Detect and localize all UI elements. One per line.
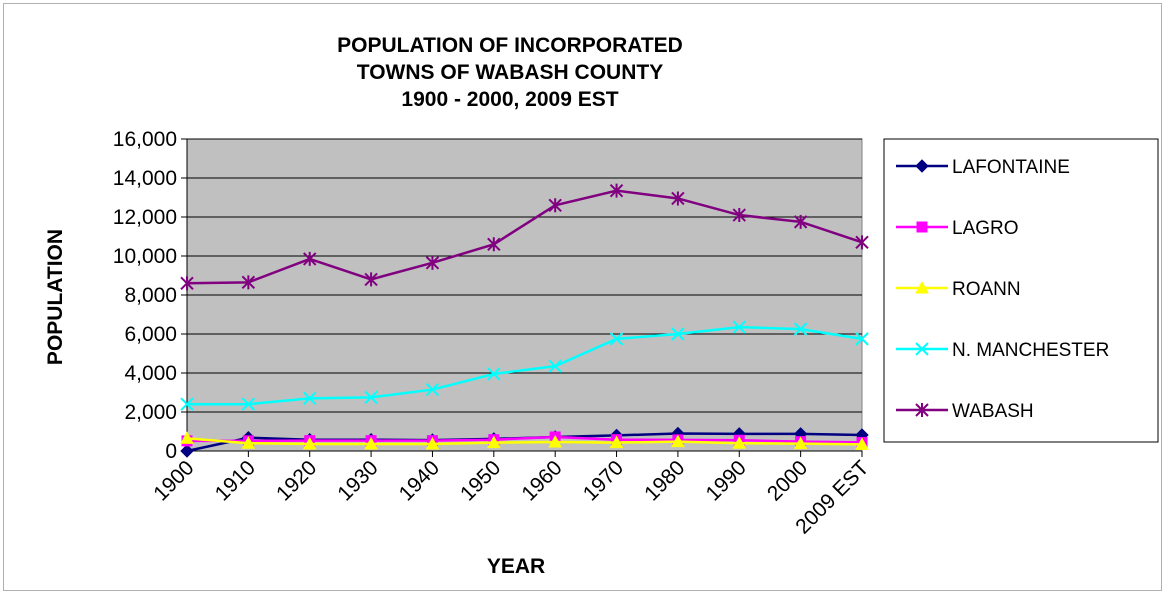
x-tick-label: 1970 bbox=[579, 456, 628, 505]
x-axis-title: YEAR bbox=[487, 555, 545, 578]
data-point bbox=[548, 359, 562, 373]
data-point bbox=[180, 431, 194, 444]
x-tick-label: 1910 bbox=[211, 456, 260, 505]
x-tick-label: 2000 bbox=[763, 456, 812, 505]
legend-marker bbox=[915, 403, 929, 417]
x-tick-label: 1980 bbox=[640, 456, 689, 505]
data-point bbox=[180, 276, 194, 291]
y-tick-label: 8,000 bbox=[124, 284, 177, 307]
data-point bbox=[793, 214, 808, 229]
y-tick-label: 0 bbox=[165, 440, 177, 463]
legend-item: WABASH bbox=[896, 401, 1034, 422]
data-point bbox=[303, 391, 317, 406]
series-roann bbox=[180, 431, 869, 450]
series-line bbox=[187, 325, 863, 406]
x-tick-label: 1920 bbox=[272, 456, 321, 505]
data-point bbox=[180, 444, 194, 458]
chart-title-line-2: TOWNS OF WABASH COUNTY bbox=[357, 61, 663, 84]
y-tick-label: 6,000 bbox=[124, 323, 177, 346]
y-tick-label: 12,000 bbox=[113, 206, 177, 229]
y-axis: 0 2,000 4,000 6,000 8,000 10,000 12,000 14,000 1… bbox=[113, 128, 188, 463]
data-point bbox=[425, 255, 440, 270]
chart-title-line-3: 1900 - 2000, 2009 EST bbox=[401, 88, 618, 111]
data-point bbox=[732, 436, 747, 449]
data-point bbox=[487, 367, 501, 381]
data-point bbox=[241, 275, 256, 290]
y-tick-label: 4,000 bbox=[124, 362, 177, 385]
x-axis: 1900 1910 1920 1930 1940 1950 1960 1970 1980 1990… bbox=[149, 450, 874, 539]
x-tick-label: 1930 bbox=[333, 456, 382, 505]
legend-item: ROANN bbox=[896, 279, 1021, 300]
series-line bbox=[187, 435, 863, 444]
data-point bbox=[671, 434, 685, 448]
data-point bbox=[548, 198, 562, 213]
data-point bbox=[364, 390, 378, 405]
y-tick-label: 2,000 bbox=[124, 401, 177, 424]
legend-label: ROANN bbox=[952, 279, 1021, 300]
data-point bbox=[486, 435, 501, 449]
gridlines bbox=[187, 138, 862, 413]
data-point bbox=[302, 436, 317, 450]
data-point bbox=[364, 272, 378, 287]
data-point bbox=[364, 436, 378, 450]
data-point bbox=[609, 183, 624, 198]
data-point bbox=[303, 251, 317, 266]
data-point bbox=[732, 208, 746, 223]
data-point bbox=[425, 382, 440, 397]
y-tick-label: 16,000 bbox=[113, 128, 177, 151]
x-tick-label: 1990 bbox=[702, 456, 751, 505]
series-line bbox=[186, 437, 863, 446]
x-tick-label: 1940 bbox=[395, 456, 444, 505]
data-point bbox=[855, 235, 869, 250]
x-tick-label: 1960 bbox=[517, 456, 566, 505]
legend-items: LAFONTAINE LAGRO ROANN N. MANCHESTER WABASH bbox=[896, 157, 1109, 422]
legend-marker bbox=[915, 159, 929, 173]
x-tick-label: 1950 bbox=[456, 456, 505, 505]
legend-marker bbox=[916, 221, 928, 233]
legend-label: N. MANCHESTER bbox=[952, 340, 1109, 361]
legend bbox=[883, 138, 1159, 443]
chart-title-line-1: POPULATION OF INCORPORATED bbox=[337, 34, 683, 57]
legend-marker bbox=[915, 280, 929, 294]
data-point bbox=[180, 397, 194, 411]
data-point bbox=[793, 436, 808, 450]
series-wabash bbox=[180, 183, 869, 291]
data-point bbox=[548, 434, 563, 448]
legend-label: LAFONTAINE bbox=[952, 157, 1070, 178]
series-n-manchester bbox=[180, 320, 869, 411]
y-tick-label: 14,000 bbox=[113, 167, 177, 190]
y-tick-label: 10,000 bbox=[113, 245, 177, 268]
legend-item: N. MANCHESTER bbox=[896, 340, 1109, 361]
legend-label: LAGRO bbox=[952, 218, 1019, 239]
data-point bbox=[241, 397, 256, 411]
data-point bbox=[671, 191, 685, 206]
legend-item: LAGRO bbox=[896, 218, 1019, 239]
series-group bbox=[180, 183, 869, 458]
data-point bbox=[487, 237, 501, 252]
x-tick-label: 1900 bbox=[149, 456, 198, 505]
data-point bbox=[241, 436, 256, 449]
data-point bbox=[855, 437, 869, 450]
data-point bbox=[671, 327, 685, 341]
data-point bbox=[732, 320, 746, 334]
data-point bbox=[855, 332, 869, 346]
chart-title: POPULATION OF INCORPORATED TOWNS OF WABA… bbox=[337, 34, 683, 111]
data-point bbox=[609, 435, 624, 449]
data-point bbox=[609, 332, 624, 346]
legend-item: LAFONTAINE bbox=[896, 157, 1070, 178]
y-axis-title: POPULATION bbox=[44, 229, 67, 365]
data-point bbox=[425, 436, 440, 450]
data-point bbox=[793, 322, 808, 336]
legend-label: WABASH bbox=[952, 401, 1034, 422]
series-line bbox=[186, 189, 863, 285]
legend-marker bbox=[915, 342, 929, 356]
